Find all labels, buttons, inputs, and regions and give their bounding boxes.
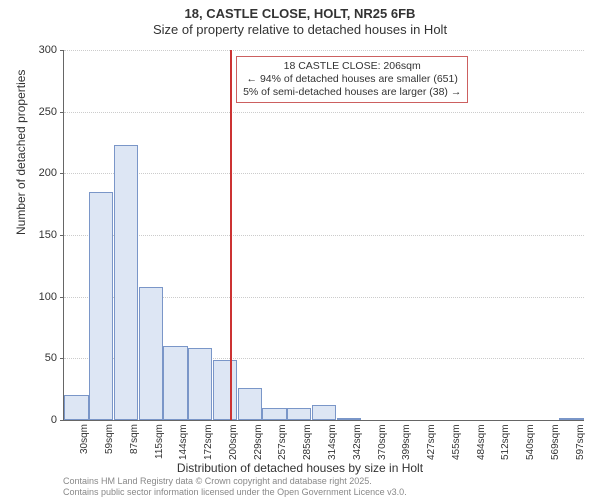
footer-attribution: Contains HM Land Registry data © Crown c… <box>63 476 407 498</box>
y-tick-mark <box>60 235 64 236</box>
y-tick-label: 150 <box>17 229 57 241</box>
y-tick-mark <box>60 358 64 359</box>
y-tick-mark <box>60 112 64 113</box>
y-tick-label: 300 <box>17 44 57 56</box>
title-line-1: 18, CASTLE CLOSE, HOLT, NR25 6FB <box>0 6 600 21</box>
annotation-line: 5% of semi-detached houses are larger (3… <box>243 86 461 99</box>
x-axis-label: Distribution of detached houses by size … <box>0 461 600 475</box>
histogram-bar <box>238 388 262 420</box>
chart-container: 18, CASTLE CLOSE, HOLT, NR25 6FB Size of… <box>0 0 600 500</box>
annotation-box: 18 CASTLE CLOSE: 206sqm← 94% of detached… <box>236 56 468 103</box>
histogram-bar <box>114 145 138 420</box>
title-line-2: Size of property relative to detached ho… <box>0 22 600 37</box>
histogram-bar <box>89 192 113 420</box>
y-tick-label: 0 <box>17 414 57 426</box>
annotation-line: ← 94% of detached houses are smaller (65… <box>243 73 461 86</box>
histogram-bar <box>213 360 237 420</box>
y-tick-label: 200 <box>17 167 57 179</box>
histogram-bar <box>337 418 361 420</box>
plot-area: 18 CASTLE CLOSE: 206sqm← 94% of detached… <box>63 50 584 421</box>
histogram-bar <box>559 418 583 420</box>
histogram-bar <box>188 348 212 420</box>
y-tick-mark <box>60 297 64 298</box>
grid-line <box>64 173 584 174</box>
y-tick-label: 100 <box>17 291 57 303</box>
y-tick-mark <box>60 173 64 174</box>
histogram-bar <box>64 395 88 420</box>
histogram-bar <box>312 405 336 420</box>
subject-marker-line <box>230 50 232 420</box>
grid-line <box>64 112 584 113</box>
y-tick-mark <box>60 420 64 421</box>
grid-line <box>64 235 584 236</box>
histogram-bar <box>262 408 286 420</box>
grid-line <box>64 50 584 51</box>
histogram-bar <box>139 287 163 420</box>
footer-line-1: Contains HM Land Registry data © Crown c… <box>63 476 407 487</box>
histogram-bar <box>163 346 187 420</box>
chart-title: 18, CASTLE CLOSE, HOLT, NR25 6FB Size of… <box>0 6 600 37</box>
y-tick-mark <box>60 50 64 51</box>
annotation-line: 18 CASTLE CLOSE: 206sqm <box>243 60 461 73</box>
histogram-bar <box>287 408 311 420</box>
y-axis-label: Number of detached properties <box>14 70 28 235</box>
footer-line-2: Contains public sector information licen… <box>63 487 407 498</box>
y-tick-label: 50 <box>17 352 57 364</box>
y-tick-label: 250 <box>17 106 57 118</box>
